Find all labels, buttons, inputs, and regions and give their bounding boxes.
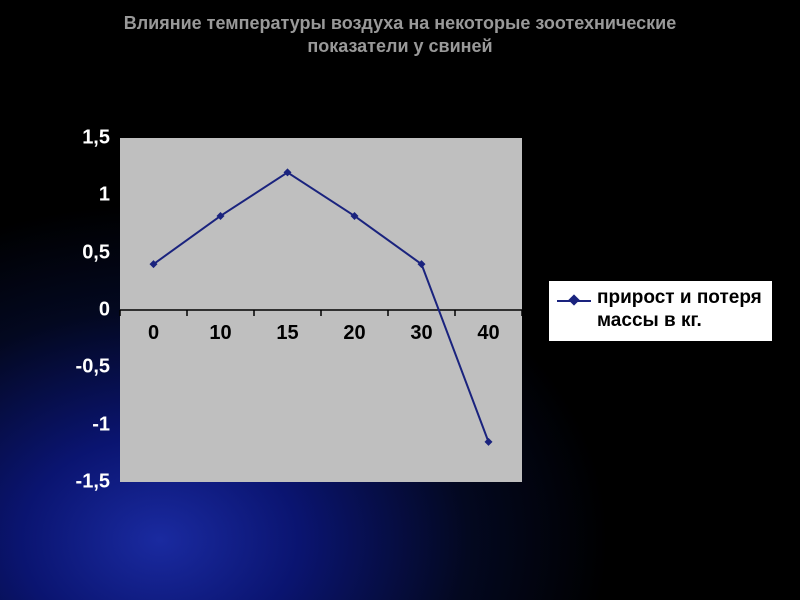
y-tick-label: -1: [30, 413, 110, 436]
y-tick-label: 1: [30, 184, 110, 207]
chart-svg: [120, 138, 522, 482]
title-line-2: показатели у свиней: [307, 36, 492, 56]
y-tick-label: 0: [30, 299, 110, 322]
chart-plot-area: [120, 138, 522, 482]
y-axis: 1,5 1 0,5 0 -0,5 -1 -1,5: [30, 138, 110, 482]
legend-marker-icon: [557, 291, 591, 311]
x-tick-label: 30: [410, 322, 432, 345]
y-tick-label: 1,5: [30, 127, 110, 150]
title-line-1: Влияние температуры воздуха на некоторые…: [124, 13, 677, 33]
x-tick-label: 0: [148, 322, 159, 345]
y-tick-label: -0,5: [30, 356, 110, 379]
legend-item: прирост и потеря массы в кг.: [557, 287, 764, 333]
chart-legend: прирост и потеря массы в кг.: [548, 280, 773, 342]
x-tick-label: 40: [477, 322, 499, 345]
slide-background: Влияние температуры воздуха на некоторые…: [0, 0, 800, 600]
y-tick-label: -1,5: [30, 471, 110, 494]
slide-title: Влияние температуры воздуха на некоторые…: [0, 12, 800, 59]
x-tick-label: 20: [343, 322, 365, 345]
y-tick-label: 0,5: [30, 241, 110, 264]
legend-label: прирост и потеря массы в кг.: [597, 287, 764, 333]
x-tick-label: 15: [276, 322, 298, 345]
x-tick-label: 10: [209, 322, 231, 345]
x-axis: 0 10 15 20 30 40: [120, 322, 522, 350]
